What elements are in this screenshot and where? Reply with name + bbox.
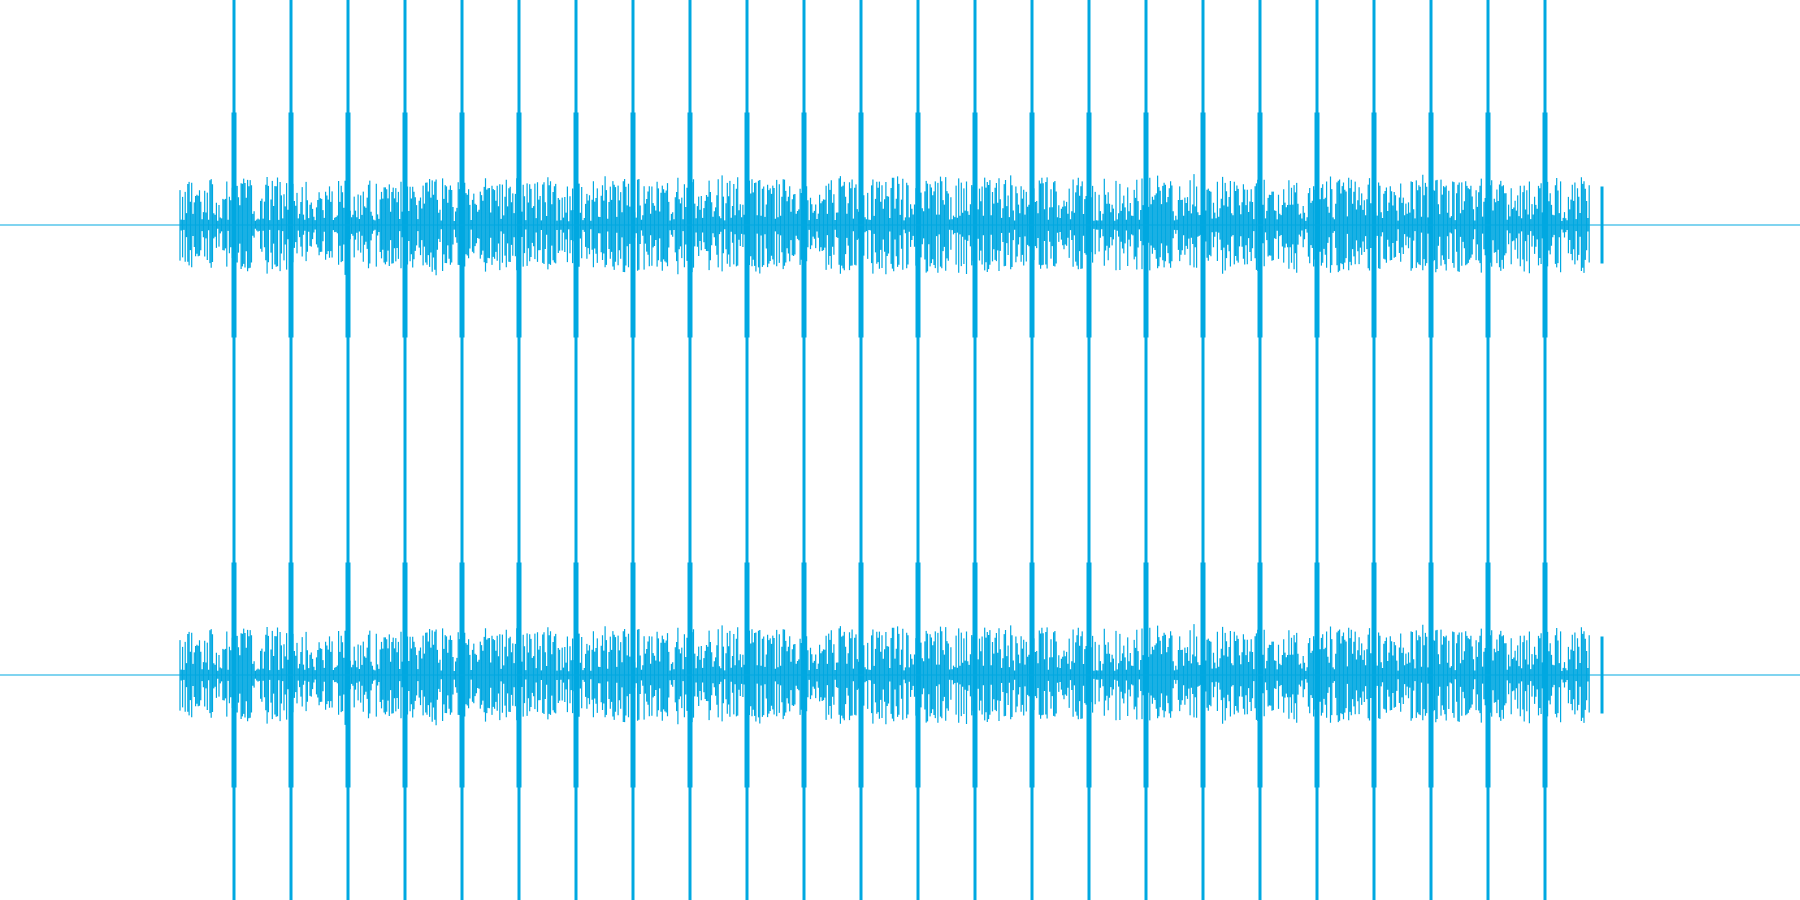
channel-2-track [0,450,1800,900]
channel-1-track [0,0,1800,450]
